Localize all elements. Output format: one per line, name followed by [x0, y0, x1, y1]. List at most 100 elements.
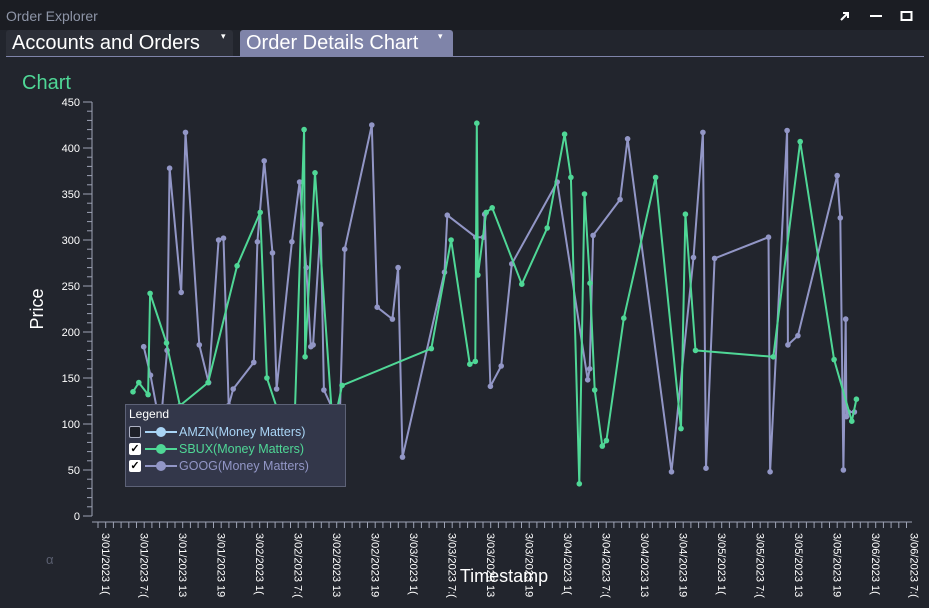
x-tick-label: 3/02/2023 7:( — [292, 533, 304, 598]
x-axis-label: Timestamp — [460, 566, 548, 586]
series-line-sbux — [132, 122, 858, 485]
data-point-goog — [842, 316, 849, 322]
data-point-goog — [784, 127, 790, 134]
y-tick-label: 300 — [62, 235, 80, 247]
data-point-goog — [254, 239, 261, 245]
data-point-sbux — [136, 379, 142, 386]
data-point-sbux — [544, 225, 550, 231]
maximize-button[interactable] — [899, 8, 917, 24]
x-tick-label: 3/02/2023 19 — [369, 533, 381, 597]
chart-title: Chart — [22, 72, 71, 94]
data-point-goog — [765, 234, 772, 240]
data-point-sbux — [853, 396, 860, 403]
data-point-goog — [711, 255, 718, 262]
data-point-sbux — [312, 170, 318, 176]
data-point-sbux — [145, 391, 151, 398]
y-tick-label: 400 — [62, 143, 80, 155]
data-point-goog — [196, 342, 203, 348]
legend-label: GOOG(Money Matters) — [179, 459, 309, 473]
legend-item-sbux[interactable]: ✓ SBUX(Money Matters) — [129, 441, 343, 458]
x-tick-label: 3/03/2023 13 — [484, 533, 496, 597]
data-point-goog — [220, 235, 227, 241]
data-point-sbux — [621, 315, 627, 322]
data-point-sbux — [599, 443, 606, 449]
legend-item-goog[interactable]: ✓ GOOG(Money Matters) — [129, 458, 343, 475]
checkbox-unchecked-icon[interactable] — [129, 426, 141, 438]
data-point-goog — [178, 289, 184, 296]
checkbox-checked-icon[interactable]: ✓ — [129, 443, 141, 455]
y-axis-label: Price — [27, 288, 47, 329]
tab-accounts-and-orders[interactable]: Accounts and Orders ▾ — [6, 30, 233, 56]
checkbox-checked-icon[interactable]: ✓ — [129, 460, 141, 472]
chevron-down-icon[interactable]: ▾ — [221, 31, 226, 41]
data-point-sbux — [797, 138, 803, 145]
popout-button[interactable] — [836, 8, 854, 24]
x-tick-label: 3/05/2023 19 — [831, 533, 843, 597]
legend-label: SBUX(Money Matters) — [179, 442, 305, 456]
data-point-sbux — [770, 354, 777, 360]
data-point-goog — [834, 172, 840, 179]
data-point-sbux — [483, 209, 490, 216]
data-point-sbux — [339, 382, 345, 389]
data-point-sbux — [682, 211, 689, 217]
x-tick-label: 3/05/2023 7:( — [754, 533, 766, 598]
data-point-goog — [498, 363, 505, 369]
legend-title: Legend — [129, 407, 170, 421]
legend-item-amzn[interactable]: AMZN(Money Matters) — [129, 424, 343, 441]
x-tick-label: 3/01/2023 7:( — [138, 533, 150, 598]
data-point-goog — [590, 232, 596, 239]
data-point-goog — [795, 332, 801, 339]
chevron-down-icon[interactable]: ▾ — [438, 31, 443, 41]
data-point-goog — [668, 469, 675, 475]
x-tick-label: 3/04/2023 1( — [561, 533, 573, 595]
x-tick-label: 3/06/2023 1( — [869, 533, 881, 595]
data-point-sbux — [519, 281, 525, 287]
x-tick-label: 3/06/2023 7:( — [908, 533, 920, 598]
chart-area: Chart 0 50 100 150 200 250 300 350 400 450 Price 3/0… — [22, 72, 920, 598]
series-marker-icon — [145, 444, 177, 454]
data-point-sbux — [591, 387, 598, 393]
y-tick-label: 100 — [62, 419, 80, 431]
x-tick-label: 3/04/2023 13 — [638, 533, 650, 597]
data-point-goog — [700, 129, 706, 136]
data-point-goog — [624, 136, 631, 142]
x-tick-label: 3/03/2023 1( — [407, 533, 419, 595]
data-point-goog — [182, 129, 189, 136]
data-point-sbux — [561, 131, 568, 137]
data-point-goog — [395, 264, 401, 271]
data-point-sbux — [130, 389, 136, 395]
x-tick-label: 3/01/2023 1( — [99, 533, 111, 595]
data-point-goog — [269, 250, 276, 256]
data-point-sbux — [472, 358, 479, 365]
data-point-goog — [289, 239, 295, 245]
corner-alpha-glyph: α — [46, 552, 54, 567]
data-point-sbux — [474, 120, 480, 126]
data-point-goog — [273, 386, 280, 392]
data-point-goog — [617, 196, 623, 203]
data-point-sbux — [257, 209, 264, 216]
x-tick-label: 3/05/2023 1( — [715, 533, 727, 595]
tab-order-details-chart[interactable]: Order Details Chart ▾ — [240, 30, 453, 56]
x-tick-label: 3/01/2023 19 — [215, 533, 227, 597]
y-tick-label: 0 — [74, 511, 80, 523]
tab-divider — [6, 56, 924, 57]
data-point-sbux — [467, 361, 473, 368]
data-point-sbux — [489, 205, 496, 211]
x-tick-label: 3/03/2023 7:( — [446, 533, 458, 598]
data-point-goog — [166, 165, 173, 171]
data-point-goog — [837, 215, 844, 221]
y-tick-label: 200 — [62, 327, 80, 339]
data-point-sbux — [568, 174, 574, 181]
data-point-goog — [584, 377, 591, 383]
data-point-goog — [296, 179, 303, 185]
data-point-sbux — [475, 272, 481, 278]
data-point-goog — [310, 342, 316, 348]
data-point-sbux — [428, 345, 435, 352]
data-point-goog — [703, 465, 709, 472]
data-point-sbux — [831, 356, 837, 363]
data-point-goog — [586, 366, 593, 372]
minimize-button[interactable] — [868, 8, 886, 24]
x-tick-label: 3/05/2023 13 — [792, 533, 804, 597]
x-tick-label: 3/03/2023 19 — [523, 533, 535, 597]
data-point-sbux — [163, 340, 170, 346]
